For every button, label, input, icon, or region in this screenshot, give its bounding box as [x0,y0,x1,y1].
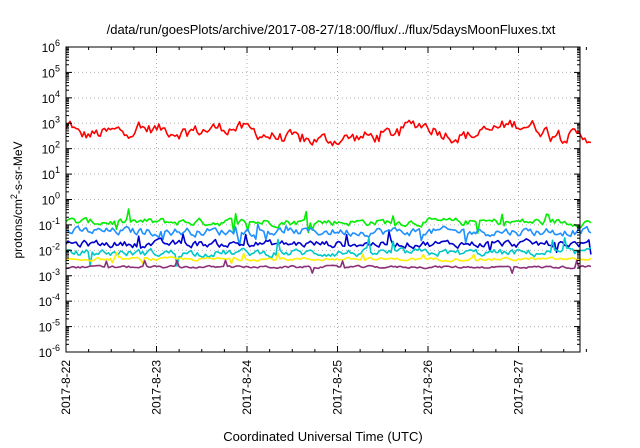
y-tick-label: 10-1 [39,216,60,233]
y-tick-label: 101 [42,165,60,182]
tick-marks [65,46,587,353]
series-line-0 [65,119,592,147]
x-tick-label: 2017-8-22 [59,360,73,415]
grid [66,47,580,352]
series-line-5 [65,251,592,265]
x-axis-label: Coordinated Universal Time (UTC) [223,429,422,444]
y-axis-label: protons/cm2-s-sr-MeV [9,141,25,258]
y-tick-label: 104 [42,89,60,106]
y-tick-label: 102 [42,140,60,157]
series-line-1 [65,208,592,234]
x-tick-label: 2017-8-23 [150,360,164,415]
y-tick-label: 100 [42,191,60,208]
series-line-2 [65,223,592,247]
series-line-4 [65,237,592,267]
y-tick-label: 10-6 [39,343,60,360]
x-tick-labels: 2017-8-22 2017-8-23 2017-8-24 2017-8-25 2017… [59,360,526,415]
chart-title: /data/run/goesPlots/archive/2017-08-27/1… [107,22,556,37]
x-tick-label: 2017-8-26 [421,360,435,415]
y-tick-label: 10-2 [39,241,60,258]
series-line-3 [65,230,592,255]
y-tick-label: 105 [42,63,60,80]
y-tick-label: 106 [42,38,60,55]
x-tick-label: 2017-8-25 [331,360,345,415]
series-group [65,119,592,275]
x-tick-label: 2017-8-24 [240,360,254,415]
y-tick-label: 10-3 [39,267,60,284]
series-line-6 [65,259,592,275]
y-tick-label: 103 [42,114,60,131]
y-tick-label: 10-4 [39,292,60,309]
y-tick-labels: 106 105 104 103 102 101 100 10-1 10-2 10-3 10-4 10-… [39,38,60,360]
y-tick-label: 10-5 [39,318,60,335]
x-tick-label: 2017-8-27 [512,360,526,415]
